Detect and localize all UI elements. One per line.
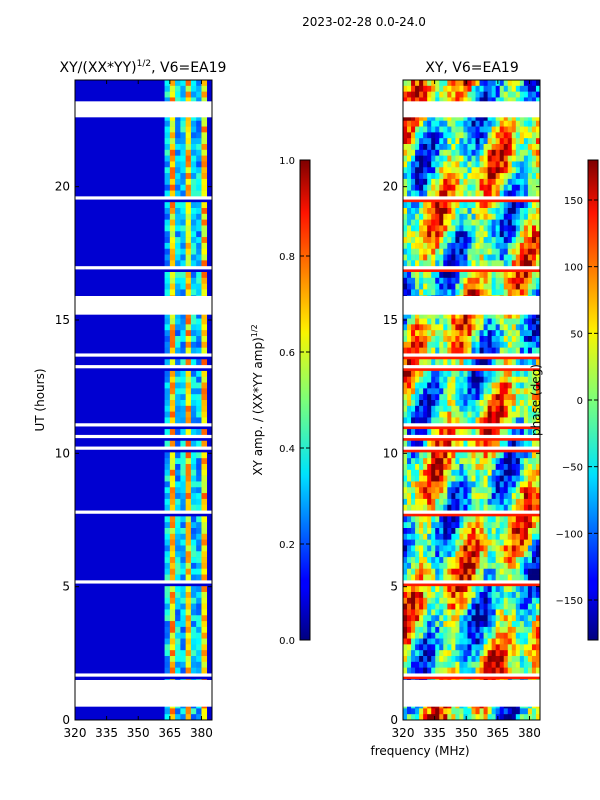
phase-panel-title: XY, V6=EA19 [425,60,519,76]
data-gap-band [403,101,540,118]
amplitude-colorbar-tick-label: 0.6 [279,348,295,359]
phase-y-tick-label: 5 [390,580,398,594]
phase-colorbar-tick-label: −100 [556,529,583,540]
amplitude-y-tick-label: 0 [62,713,70,727]
data-gap-row [75,510,212,514]
phase-plot-frame [402,79,541,721]
amplitude-x-tick-label: 365 [158,726,181,740]
data-gap-row [75,196,212,200]
data-gap-row [403,673,540,677]
phase-x-tick-label: 320 [392,726,415,740]
data-gap-band [75,296,212,315]
phase-x-tick-label: 335 [423,726,446,740]
data-gap-band [75,680,212,707]
data-gap-row [403,510,540,514]
phase-y-tick-label: 15 [383,313,398,327]
amplitude-panel-title: XY/(XX*YY)1/2, V6=EA19 [60,59,227,76]
amplitude-colorbar-tick-label: 0.2 [279,540,295,551]
data-gap-row [75,446,212,450]
amplitude-colorbar-tick-label: 0.0 [279,636,295,647]
phase-colorbar-tick-label: 100 [564,263,583,274]
amplitude-x-tick-label: 380 [190,726,213,740]
phase-panel: XY, V6=EA19 320 335 350 365 380 0 5 10 15 20 [383,60,541,740]
amplitude-y-tick-label: 20 [55,180,70,194]
amplitude-colorbar-tick-label: 1.0 [279,156,295,167]
data-gap-row [75,673,212,677]
phase-x-tick-label: 380 [518,726,541,740]
phase-colorbar-tick-label: −50 [562,463,583,474]
figure-title: 2023-02-28 0.0-24.0 [302,15,426,29]
amplitude-heatmap [75,80,212,720]
phase-y-tick-label: 20 [383,180,398,194]
amplitude-y-tick-label: 15 [55,313,70,327]
data-gap-band [75,101,212,118]
data-gap-row [403,353,540,357]
phase-x-tick-label: 365 [486,726,509,740]
amplitude-colorbar: 0.0 0.2 0.4 0.6 0.8 1.0 XY amp. / (XX*YY amp)… [250,156,311,647]
amplitude-plot-frame [74,79,213,721]
data-gap-row [403,434,540,439]
amplitude-x-tick-label: 320 [64,726,87,740]
data-gap-row [75,365,212,369]
data-gap-band [403,680,540,707]
amplitude-x-tick-label: 335 [95,726,118,740]
amplitude-colorbar-tick-label: 0.8 [279,252,295,263]
data-gap-row [403,365,540,369]
amplitude-colorbar-label: XY amp. / (XX*YY amp)1/2 [250,324,265,475]
phase-y-tick-label: 0 [390,713,398,727]
phase-colorbar-tick-label: 50 [570,329,583,340]
x-axis-label: frequency (MHz) [370,744,469,758]
data-gap-row [403,580,540,584]
phase-heatmap [403,80,540,720]
data-gap-row [403,196,540,200]
data-gap-row [403,266,540,270]
phase-colorbar-tick-label: 0 [577,396,583,407]
data-gap-row [75,353,212,357]
amplitude-y-tick-label: 5 [62,580,70,594]
phase-y-tick-label: 10 [383,446,398,460]
amplitude-colorbar-tick-label: 0.4 [279,444,295,455]
data-gap-row [75,580,212,584]
amplitude-y-tick-label: 10 [55,446,70,460]
data-gap-row [403,446,540,450]
phase-x-tick-label: 350 [455,726,478,740]
amplitude-x-tick-label: 350 [127,726,150,740]
data-gap-row [403,423,540,427]
amplitude-panel: XY/(XX*YY)1/2, V6=EA19 320 335 350 365 380 0 5… [33,59,226,740]
phase-colorbar: 150 100 50 0 −50 −100 −150 phase (deg) [529,159,599,641]
phase-colorbar-tick-label: −150 [556,596,583,607]
phase-colorbar-label: phase (deg) [529,364,543,436]
amplitude-colorbar-gradient [299,159,311,641]
phase-colorbar-tick-label: 150 [564,196,583,207]
data-gap-row [75,434,212,439]
data-gap-row [75,423,212,427]
data-gap-row [75,266,212,270]
data-gap-band [403,296,540,315]
y-axis-label: UT (hours) [33,368,47,431]
